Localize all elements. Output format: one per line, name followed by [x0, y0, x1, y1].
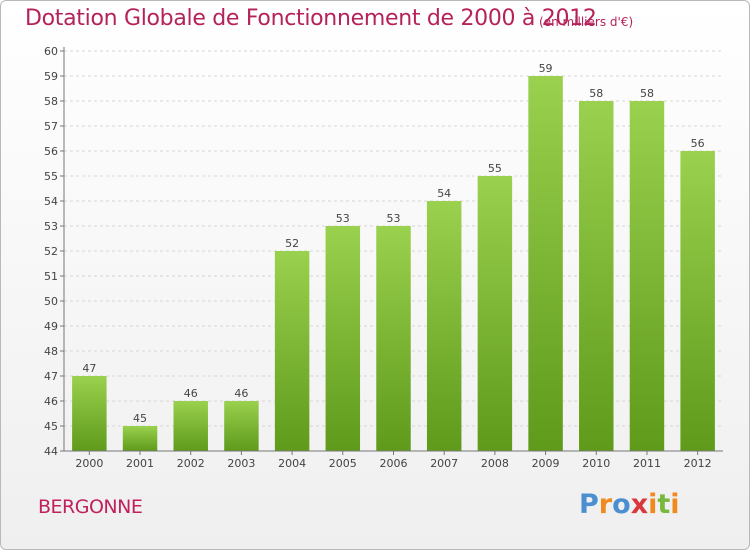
- y-tick-label: 51: [44, 270, 58, 283]
- y-tick-label: 45: [44, 420, 58, 433]
- proxiti-logo: Proxiti: [579, 489, 680, 520]
- x-tick-label: 2001: [126, 457, 154, 470]
- bar-value-label: 52: [285, 237, 299, 250]
- y-tick-label: 53: [44, 220, 58, 233]
- bar: [680, 151, 715, 451]
- x-tick-label: 2010: [582, 457, 610, 470]
- x-tick-label: 2003: [227, 457, 255, 470]
- y-tick-label: 52: [44, 245, 58, 258]
- commune-name: BERGONNE: [38, 496, 143, 518]
- bar-value-label: 45: [133, 412, 147, 425]
- y-tick-label: 47: [44, 370, 58, 383]
- chart-subtitle: (en milliers d'€): [539, 15, 634, 29]
- bar: [579, 101, 614, 451]
- x-tick-label: 2006: [380, 457, 408, 470]
- bar-value-label: 58: [589, 87, 603, 100]
- y-tick-label: 59: [44, 70, 58, 83]
- bar-value-label: 54: [437, 187, 451, 200]
- y-tick-label: 54: [44, 195, 58, 208]
- y-tick-label: 49: [44, 320, 58, 333]
- bar: [224, 401, 259, 451]
- y-tick-label: 57: [44, 120, 58, 133]
- x-tick-label: 2011: [633, 457, 661, 470]
- bar-value-label: 46: [234, 387, 248, 400]
- chart-title: Dotation Globale de Fonctionnement de 20…: [25, 6, 597, 31]
- bar: [528, 76, 563, 451]
- bar-value-label: 46: [184, 387, 198, 400]
- y-tick-label: 55: [44, 170, 58, 183]
- bar: [122, 426, 158, 451]
- bar-value-label: 47: [82, 362, 96, 375]
- y-tick-label: 50: [44, 295, 58, 308]
- bar: [72, 376, 107, 451]
- x-tick-label: 2008: [481, 457, 509, 470]
- x-tick-label: 2000: [75, 457, 103, 470]
- y-tick-label: 60: [44, 45, 58, 58]
- bar: [376, 226, 411, 451]
- x-tick-label: 2002: [177, 457, 205, 470]
- bar-value-label: 56: [691, 137, 705, 150]
- y-tick-label: 56: [44, 145, 58, 158]
- bar-value-label: 59: [539, 62, 553, 75]
- x-tick-label: 2005: [329, 457, 357, 470]
- bar-value-label: 53: [387, 212, 401, 225]
- bar-value-label: 58: [640, 87, 654, 100]
- y-tick-label: 48: [44, 345, 58, 358]
- y-tick-label: 46: [44, 395, 58, 408]
- bar-value-label: 55: [488, 162, 502, 175]
- x-tick-label: 2009: [532, 457, 560, 470]
- x-tick-label: 2007: [430, 457, 458, 470]
- x-tick-label: 2012: [684, 457, 712, 470]
- y-tick-label: 44: [44, 445, 58, 458]
- bar: [629, 101, 665, 451]
- bar: [477, 176, 513, 451]
- x-tick-label: 2004: [278, 457, 306, 470]
- y-tick-label: 58: [44, 95, 58, 108]
- bar-value-label: 53: [336, 212, 350, 225]
- bar: [325, 226, 361, 451]
- bar: [173, 401, 208, 451]
- bar: [426, 201, 462, 451]
- bar: [274, 251, 310, 451]
